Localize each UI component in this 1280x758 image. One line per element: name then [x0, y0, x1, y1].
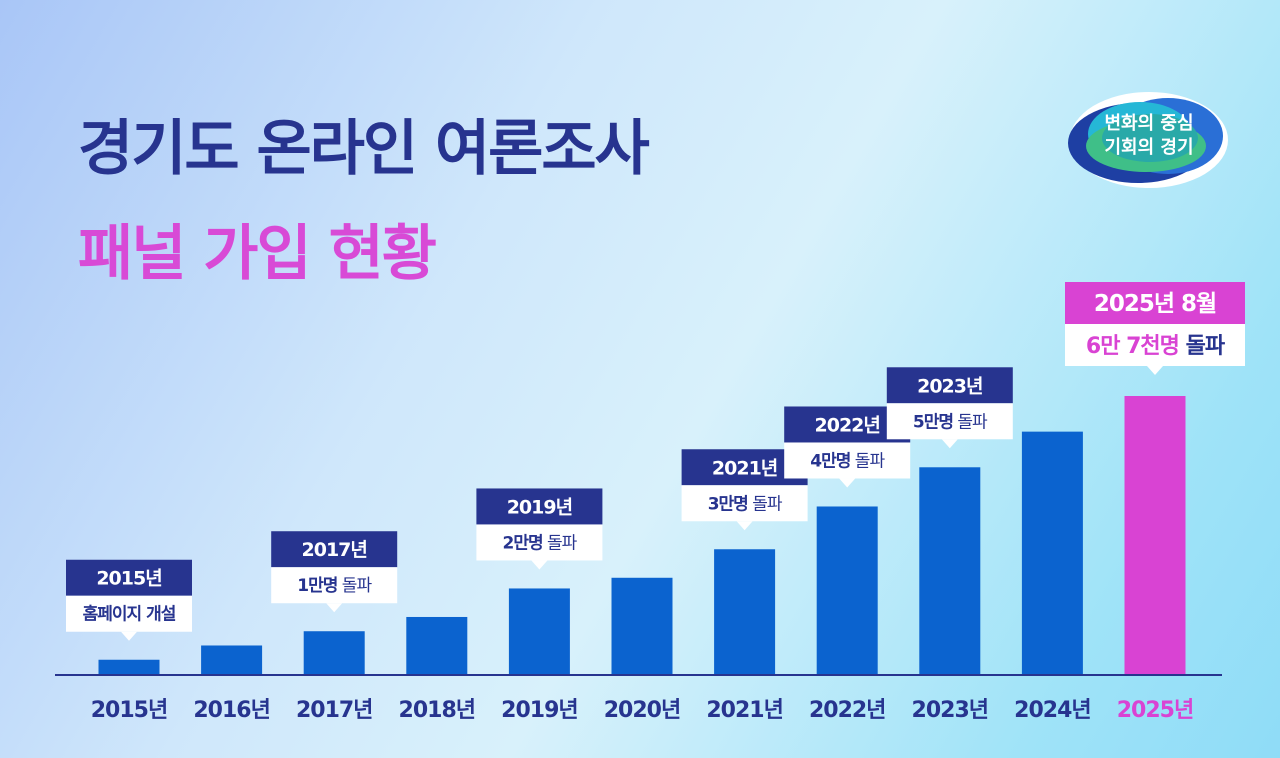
- callout-text-rest: 돌파: [850, 451, 885, 471]
- callout-text-rest: 돌파: [337, 576, 372, 596]
- callout-pointer: [839, 478, 856, 488]
- logo-line1: 변화의 중심: [1104, 113, 1194, 134]
- callout-text-strong: 1만명: [297, 576, 337, 596]
- callout-text-box: [1065, 324, 1245, 366]
- callout-pointer: [121, 631, 137, 641]
- x-tick-label: 2016년: [193, 698, 269, 723]
- callout-text: 1만명 돌파: [297, 576, 372, 596]
- callout-pointer: [531, 560, 548, 570]
- callout-year: 2021년: [712, 457, 777, 479]
- logo-text: 변화의 중심 기회의 경기: [1068, 112, 1230, 160]
- x-tick-label: 2020년: [604, 698, 680, 723]
- x-tick-label: 2025년: [1117, 698, 1193, 723]
- callout-year: 2019년: [507, 496, 572, 518]
- page-subtitle: 패널 가입 현황: [78, 219, 437, 289]
- callout-year-box: [66, 559, 192, 596]
- callout-year-box: [886, 367, 1013, 404]
- callout-text-rest: 돌파: [543, 533, 578, 553]
- x-tick-label: 2023년: [912, 698, 988, 723]
- callout-text-box: [886, 403, 1013, 440]
- x-tick-label: 2019년: [501, 698, 577, 723]
- callout-text-rest: 돌파: [748, 494, 783, 514]
- callout-text: 홈페이지 개설: [83, 604, 176, 625]
- x-tick-label: 2018년: [399, 698, 475, 723]
- bar: [1021, 431, 1083, 674]
- bar: [611, 577, 673, 674]
- callout: 2017년 1만명 돌파: [271, 531, 398, 613]
- callout-year: 2025년 8월: [1094, 291, 1216, 317]
- callout: 2025년 8월 6만 7천명 돌파: [1065, 282, 1245, 375]
- callout-pointer: [326, 603, 343, 613]
- callout-year: 2015년: [96, 568, 161, 590]
- callout-text-box: [271, 567, 398, 604]
- callout-text-strong: 5만명: [913, 412, 953, 432]
- callout-year: 2017년: [302, 539, 367, 561]
- callout-text-strong: 2만명: [503, 533, 543, 553]
- callout-pointer: [736, 521, 753, 531]
- callout: 2019년 2만명 돌파: [476, 488, 603, 570]
- callout: 2023년 5만명 돌파: [886, 367, 1013, 449]
- bar: [816, 506, 878, 674]
- bar: [98, 659, 160, 674]
- callout-text: 5만명 돌파: [913, 412, 988, 432]
- page-title: 경기도 온라인 여론조사: [78, 114, 650, 184]
- callout-text-strong: 3만명: [708, 494, 748, 514]
- callout-year: 2023년: [917, 375, 982, 397]
- callout-text-box: [681, 485, 808, 522]
- callout-text-rest: 돌파: [1179, 334, 1226, 359]
- bar: [508, 588, 570, 674]
- callout-year-box: [476, 488, 603, 525]
- logo-line2: 기회의 경기: [1104, 137, 1194, 158]
- x-tick-label: 2015년: [91, 698, 167, 723]
- callout-text: 4만명 돌파: [810, 451, 885, 471]
- x-tick-label: 2022년: [809, 698, 885, 723]
- callout-text-strong: 6만 7천명: [1086, 334, 1179, 359]
- callout-text-box: [476, 524, 603, 561]
- callout-pointer: [941, 439, 958, 449]
- bar: [1124, 396, 1186, 674]
- callout-year-box: [1065, 282, 1245, 324]
- bar: [406, 616, 468, 674]
- gyeonggi-logo: [1068, 92, 1228, 188]
- callout-text-box: [66, 595, 192, 632]
- x-tick-label: 2024년: [1014, 698, 1090, 723]
- callout-text-rest: 돌파: [953, 412, 988, 432]
- x-tick-label: 2021년: [706, 698, 782, 723]
- callout-text: 6만 7천명 돌파: [1086, 334, 1226, 359]
- callout-year: 2022년: [815, 414, 880, 436]
- bar: [201, 645, 263, 674]
- bar: [303, 631, 365, 674]
- callout-pointer: [1147, 366, 1163, 375]
- callout: 2022년 4만명 돌파: [784, 406, 911, 488]
- callout-text: 3만명 돌파: [708, 494, 783, 514]
- callout-year-box: [271, 531, 398, 568]
- callout-text: 2만명 돌파: [503, 533, 578, 553]
- callout-text-strong: 4만명: [810, 451, 850, 471]
- bar: [714, 549, 776, 674]
- x-tick-label: 2017년: [296, 698, 372, 723]
- bar: [919, 467, 981, 674]
- callout-text-box: [784, 442, 911, 479]
